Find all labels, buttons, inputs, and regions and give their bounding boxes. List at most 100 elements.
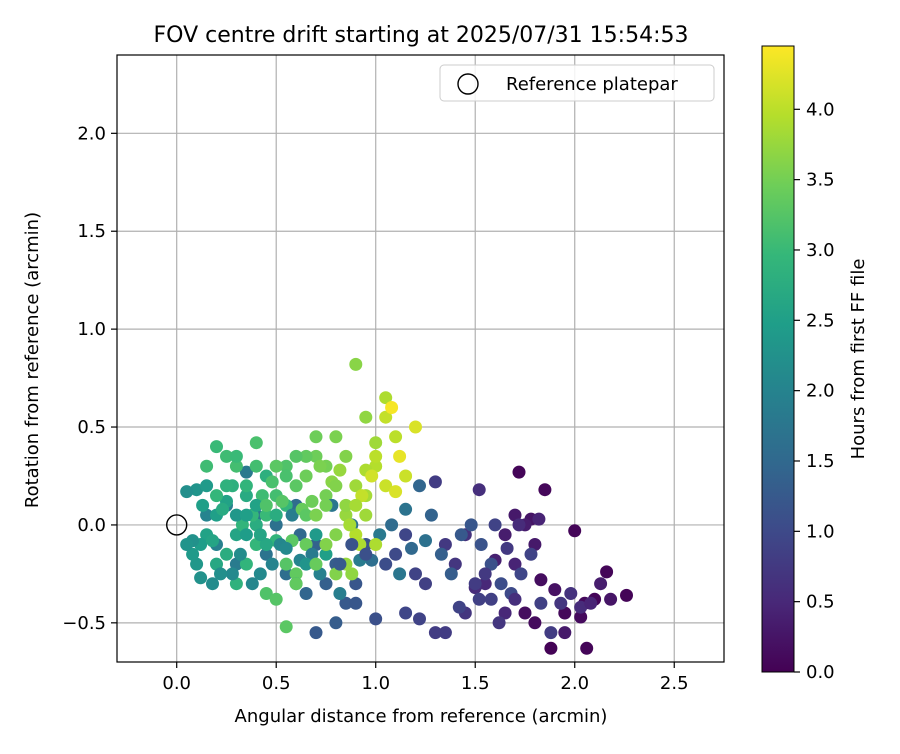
data-point (568, 524, 582, 538)
data-point (239, 508, 253, 522)
data-point (279, 541, 293, 555)
data-point (434, 547, 448, 561)
colorbar-tick-label: 3.0 (806, 240, 835, 261)
data-point (524, 547, 538, 561)
x-tick-label: 1.5 (461, 673, 490, 694)
data-point (600, 565, 614, 579)
x-tick-label: 1.0 (361, 673, 390, 694)
data-point (309, 449, 323, 463)
data-point (309, 528, 323, 542)
data-point (488, 518, 502, 532)
data-point (369, 612, 383, 626)
data-point (319, 498, 333, 512)
data-point (413, 479, 426, 493)
y-tick-label: 1.5 (77, 221, 106, 242)
data-point (235, 518, 249, 532)
data-point (229, 449, 243, 463)
colorbar-tick-label: 0.0 (806, 662, 835, 683)
data-point (428, 475, 442, 489)
data-point (409, 420, 422, 434)
data-point (229, 577, 243, 591)
data-point (498, 528, 512, 542)
data-point (528, 538, 542, 551)
data-point (532, 512, 546, 526)
data-point (289, 567, 303, 581)
y-tick-label: 2.0 (77, 123, 106, 144)
data-point (299, 449, 313, 463)
data-point (544, 626, 558, 640)
data-point (279, 469, 293, 483)
data-point (249, 518, 263, 532)
data-point (538, 483, 552, 497)
data-point (349, 528, 363, 542)
data-point (438, 538, 452, 551)
data-point (373, 528, 387, 542)
data-point (484, 592, 498, 606)
plot-frame (116, 54, 725, 663)
data-point (309, 626, 323, 640)
data-point (379, 479, 393, 493)
data-point (269, 518, 283, 532)
colorbar-tick-label: 1.0 (806, 521, 835, 542)
data-point (468, 577, 482, 591)
data-point (289, 479, 303, 493)
data-point (249, 498, 263, 512)
data-point (508, 592, 522, 606)
data-point (424, 508, 438, 522)
x-axis-label: Angular distance from reference (arcmin) (235, 706, 608, 727)
data-point (413, 612, 426, 626)
data-point (299, 557, 313, 571)
x-tick-label: 0.5 (262, 673, 291, 694)
data-point (309, 538, 323, 551)
data-point (399, 528, 413, 542)
chart-title: FOV centre drift starting at 2025/07/31 … (154, 23, 689, 48)
data-point (329, 528, 343, 542)
data-point (319, 547, 333, 561)
data-point (389, 430, 403, 444)
y-tick-label: 0.0 (77, 515, 106, 536)
data-point (494, 577, 508, 591)
colorbar-label: Hours from first FF file (848, 259, 869, 460)
data-point (313, 567, 327, 581)
data-point (359, 410, 373, 424)
data-point (498, 606, 512, 620)
data-point (206, 577, 219, 591)
data-point (464, 518, 478, 532)
data-point (428, 626, 442, 640)
data-point (369, 449, 383, 463)
data-point (343, 518, 357, 532)
data-point (365, 469, 379, 483)
data-point (329, 430, 343, 444)
data-point (229, 459, 243, 473)
data-point (339, 449, 353, 463)
data-point (534, 573, 548, 587)
data-point (500, 541, 514, 555)
data-point (194, 571, 208, 585)
data-point (329, 616, 343, 630)
data-point (229, 508, 243, 522)
colorbar-tick-label: 2.5 (806, 310, 835, 331)
data-point (393, 567, 407, 581)
data-point (349, 596, 363, 610)
data-point (196, 498, 210, 512)
data-point (220, 449, 233, 463)
data-point (275, 494, 289, 508)
data-point (379, 391, 393, 405)
data-point (279, 620, 293, 634)
data-point (279, 557, 293, 571)
data-point (220, 479, 233, 493)
data-point (452, 600, 466, 614)
data-point (289, 577, 303, 591)
data-point (259, 508, 273, 522)
data-point (385, 401, 399, 414)
x-tick-label: 2.5 (660, 673, 689, 694)
data-point (249, 436, 263, 450)
data-point (249, 538, 263, 551)
data-point (269, 508, 283, 522)
data-point (180, 538, 194, 551)
data-point (349, 498, 363, 512)
data-point (190, 557, 204, 571)
y-tick-label: 0.5 (77, 417, 106, 438)
data-point (186, 547, 200, 561)
